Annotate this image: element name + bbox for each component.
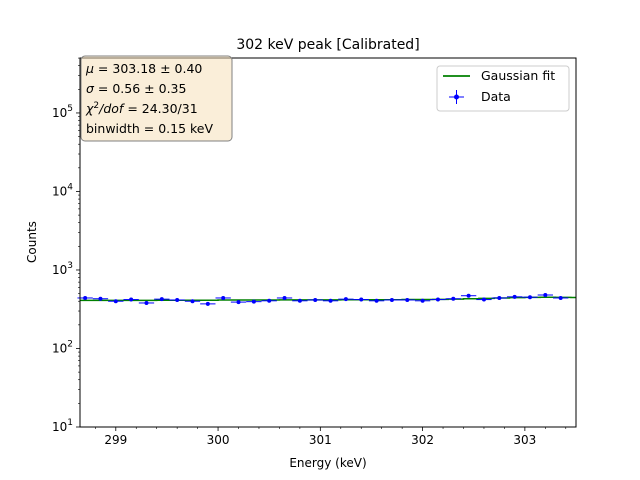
data-marker (466, 293, 471, 298)
data-point (169, 297, 185, 302)
data-marker (159, 297, 164, 302)
data-point (460, 293, 477, 298)
legend: Gaussian fit Data (436, 65, 570, 112)
data-marker (374, 298, 379, 303)
data-point (276, 295, 293, 300)
y-tick-label: 104 (52, 182, 73, 198)
data-marker (282, 295, 287, 300)
annotation-line: σ = 0.56 ± 0.35 (86, 81, 186, 96)
data-point (414, 298, 431, 303)
data-marker (420, 298, 425, 303)
data-point (430, 297, 446, 302)
data-point (445, 296, 461, 301)
data-point (322, 298, 339, 303)
x-tick-label: 301 (309, 433, 332, 447)
data-marker (113, 299, 118, 304)
data-marker (251, 299, 256, 304)
data-marker (175, 297, 180, 302)
y-tick-label: 105 (52, 104, 73, 120)
x-axis: 299 300 301 302 303 (95, 427, 567, 447)
data-point (123, 297, 139, 302)
data-point (200, 301, 216, 306)
data-point (307, 297, 323, 302)
data-point (108, 299, 124, 304)
plot-frame (79, 57, 577, 428)
x-tick-label: 299 (104, 433, 127, 447)
data-point (384, 297, 400, 302)
legend-label: Gaussian fit (481, 68, 555, 83)
data-point (261, 298, 277, 303)
data-point (506, 294, 523, 299)
data-marker (83, 295, 88, 300)
data-marker (359, 297, 364, 302)
annotation-line: binwidth = 0.15 keV (86, 121, 213, 136)
y-axis: 101 102 103 104 105 (52, 57, 80, 434)
data-layer (77, 293, 576, 306)
data-marker (481, 297, 486, 302)
data-point (552, 295, 569, 300)
data-marker (497, 295, 502, 300)
data-marker (389, 297, 394, 302)
data-marker (435, 297, 440, 302)
data-marker (190, 299, 195, 304)
y-tick-label: 101 (52, 418, 73, 434)
x-tick-label: 302 (411, 433, 434, 447)
data-point (292, 298, 308, 303)
legend-box (436, 65, 570, 112)
data-marker (205, 301, 210, 306)
data-point (154, 297, 170, 302)
y-tick-label: 103 (52, 261, 73, 277)
data-marker (98, 296, 103, 301)
annotation-line: μ = 303.18 ± 0.40 (85, 61, 202, 76)
data-point (537, 293, 553, 298)
data-point (184, 299, 201, 304)
legend-item: Data (449, 89, 511, 104)
annotation-line: χ2/dof = 24.30/31 (85, 101, 198, 116)
x-tick-label: 303 (513, 433, 536, 447)
data-point (399, 297, 415, 302)
data-marker (451, 296, 456, 301)
data-point (338, 297, 354, 302)
x-tick-label: 300 (207, 433, 230, 447)
data-marker (558, 295, 563, 300)
data-point (230, 300, 247, 305)
data-marker (144, 300, 149, 305)
data-point (522, 295, 538, 300)
data-marker (221, 295, 226, 300)
data-marker (267, 298, 272, 303)
y-tick-label: 102 (52, 339, 73, 355)
data-marker (236, 300, 241, 305)
data-point (138, 300, 155, 305)
data-marker (297, 298, 302, 303)
annotation-box-bg (80, 55, 233, 142)
legend-item: Gaussian fit (443, 68, 555, 83)
data-marker (328, 298, 333, 303)
data-marker (405, 297, 410, 302)
data-point (215, 295, 231, 300)
data-marker (543, 293, 548, 298)
data-point (353, 297, 369, 302)
data-point (246, 299, 262, 304)
data-marker (129, 297, 134, 302)
data-marker (527, 295, 532, 300)
data-point (476, 297, 492, 302)
data-point (491, 295, 507, 300)
data-marker (343, 297, 348, 302)
legend-swatch (454, 94, 459, 100)
data-point (92, 296, 109, 301)
annotation-box: μ = 303.18 ± 0.40 σ = 0.56 ± 0.35 χ2/dof =… (80, 55, 233, 142)
legend-label: Data (481, 89, 511, 104)
data-marker (313, 297, 318, 302)
data-point (368, 298, 385, 303)
chart-title: 302 keV peak [Calibrated] (236, 37, 419, 53)
data-marker (512, 294, 517, 299)
y-axis-label: Counts (25, 221, 39, 263)
x-axis-label: Energy (keV) (289, 456, 366, 470)
